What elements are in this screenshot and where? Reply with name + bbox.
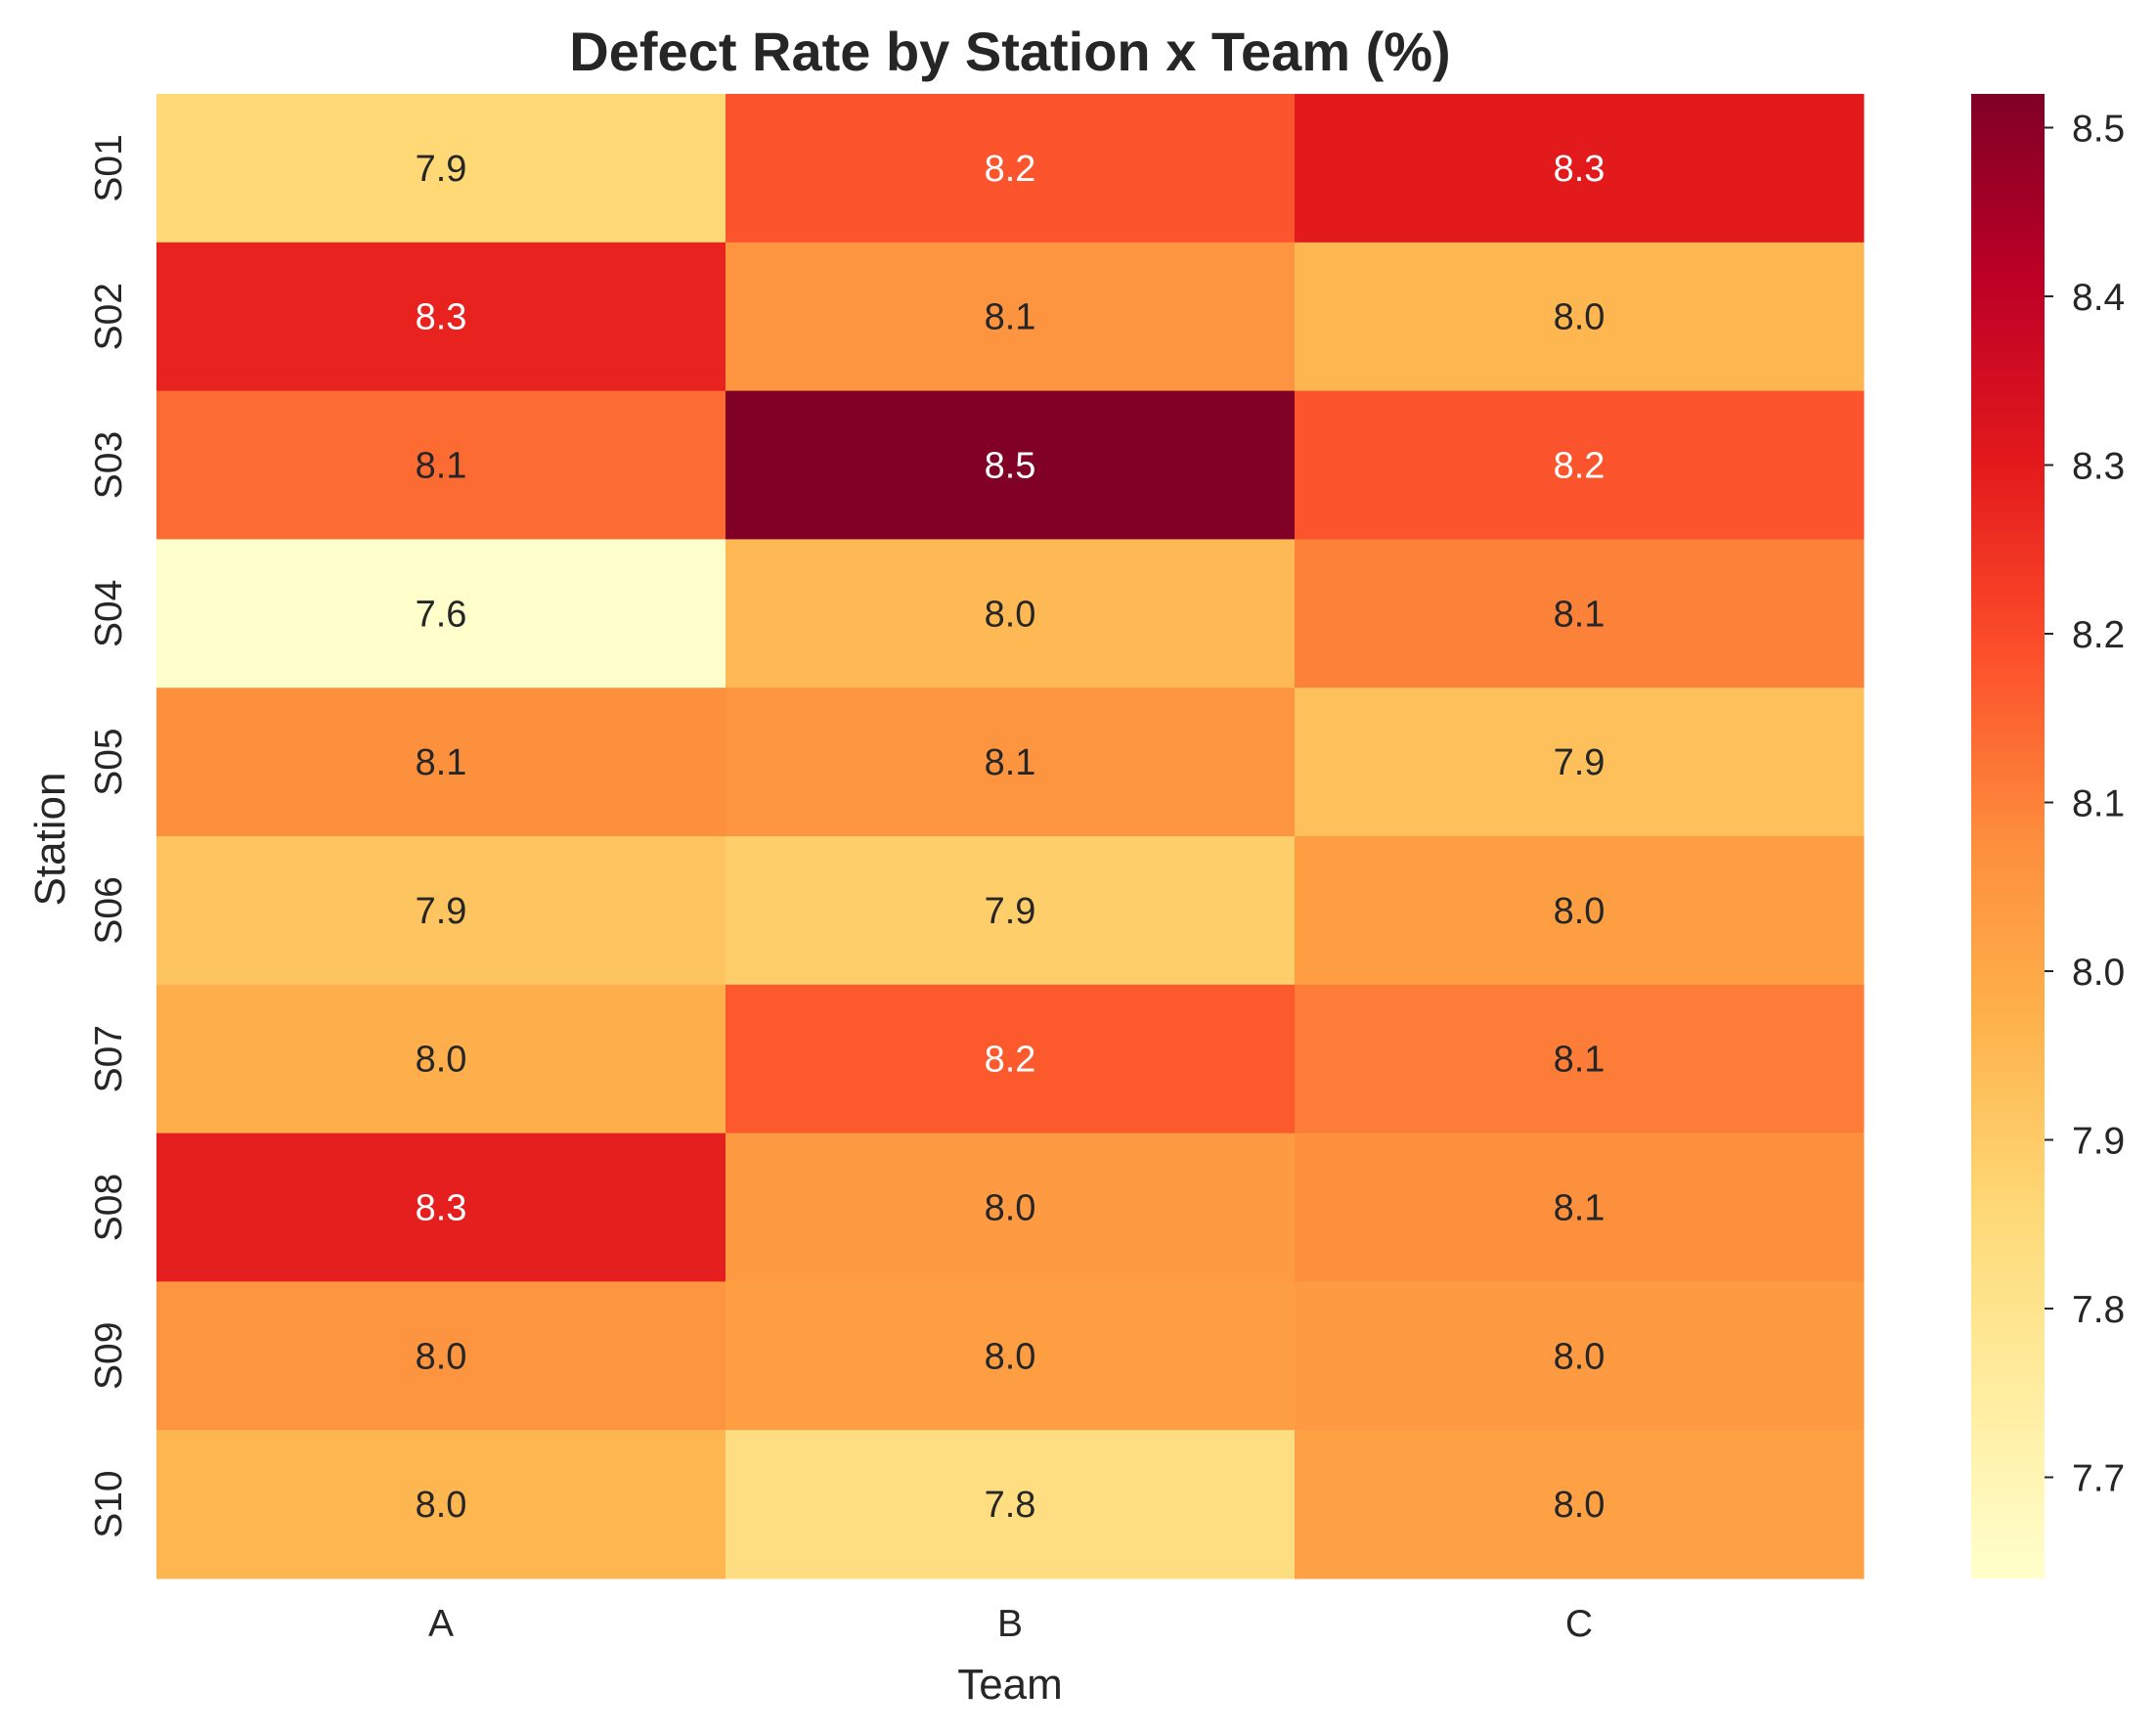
cell-value-label: 7.9	[416, 891, 467, 932]
cell-value-label: 7.8	[985, 1485, 1036, 1526]
x-tick-label: B	[997, 1603, 1023, 1645]
cell-value-label: 8.0	[416, 1336, 467, 1377]
colorbar-tick-label: 8.2	[2072, 614, 2125, 656]
colorbar-tick-label: 8.1	[2072, 783, 2125, 825]
x-tick-label: C	[1565, 1603, 1593, 1645]
cell-value-label: 8.0	[1554, 1336, 1606, 1377]
cell-value-label: 8.0	[1554, 297, 1606, 338]
heatmap-cell-s04-a	[156, 539, 726, 689]
cell-value-label: 8.3	[416, 297, 467, 338]
x-tick-label: A	[428, 1603, 454, 1645]
cell-value-label: 8.2	[985, 149, 1036, 190]
heatmap-cell-s08-a	[156, 1133, 726, 1282]
heatmap-cell-s10-c	[1295, 1430, 1865, 1579]
colorbar-tick-label: 7.8	[2072, 1289, 2125, 1331]
x-axis-ticks: A B C	[428, 1603, 1593, 1645]
colorbar-tick-label: 7.7	[2072, 1458, 2125, 1500]
cell-value-label: 8.2	[1554, 446, 1606, 487]
heatmap-cell-s10-b	[726, 1430, 1296, 1579]
cell-value-label: 7.9	[1554, 742, 1606, 783]
cell-value-label: 8.0	[985, 1188, 1036, 1229]
heatmap-cell-s07-b	[726, 984, 1296, 1134]
cell-value-label: 8.0	[1554, 891, 1606, 932]
cell-value-label: 8.0	[416, 1485, 467, 1526]
y-axis-label: Station	[26, 773, 74, 907]
heatmap-cell-s01-b	[726, 94, 1296, 244]
y-tick-label: S05	[88, 728, 130, 795]
heatmap-cell-s03-c	[1295, 390, 1865, 540]
cell-value-label: 8.0	[985, 1336, 1036, 1377]
colorbar-tick-label: 8.3	[2072, 446, 2125, 488]
heatmap-cell-s01-c	[1295, 94, 1865, 244]
heatmap-cell-s02-c	[1295, 242, 1865, 392]
y-tick-label: S02	[88, 283, 130, 350]
x-axis-label: Team	[957, 1661, 1063, 1709]
colorbar-ticks: 7.7 7.8 7.9 8.0 8.1 8.2 8.3 8.4 8.5	[2045, 109, 2125, 1500]
heatmap-cell-s02-a	[156, 242, 726, 392]
heatmap-cell-s04-c	[1295, 539, 1865, 689]
y-tick-label: S01	[88, 134, 130, 201]
heatmap-cell-s01-a	[156, 94, 726, 244]
cell-value-label: 8.0	[416, 1040, 467, 1081]
heatmap-cell-s08-b	[726, 1133, 1296, 1282]
colorbar-tick-label: 7.9	[2072, 1121, 2125, 1163]
heatmap-cell-labels: 7.9 8.2 8.3 8.3 8.1 8.0 8.1 8.5 8.2 7.6 8.0 8.1 8.1 8…	[416, 149, 1606, 1526]
heatmap-cell-s02-b	[726, 242, 1296, 392]
y-tick-label: S08	[88, 1174, 130, 1241]
heatmap-cell-s09-a	[156, 1281, 726, 1431]
colorbar-tick-label: 8.5	[2072, 109, 2125, 151]
y-tick-label: S07	[88, 1025, 130, 1092]
heatmap-cell-s07-c	[1295, 984, 1865, 1134]
cell-value-label: 7.6	[416, 594, 467, 635]
cell-value-label: 7.9	[416, 149, 467, 190]
cell-value-label: 8.0	[985, 594, 1036, 635]
y-tick-label: S09	[88, 1322, 130, 1390]
heatmap-cell-s03-b	[726, 390, 1296, 540]
cell-value-label: 8.1	[1554, 594, 1606, 635]
cell-value-label: 8.1	[1554, 1040, 1606, 1081]
cell-value-label: 8.1	[416, 742, 467, 783]
heatmap-cell-s07-a	[156, 984, 726, 1134]
heatmap-cell-s04-b	[726, 539, 1296, 689]
heatmap-cell-s05-c	[1295, 688, 1865, 837]
cell-value-label: 8.5	[985, 446, 1036, 487]
cell-value-label: 7.9	[985, 891, 1036, 932]
heatmap-cell-s05-b	[726, 688, 1296, 837]
heatmap-cell-s05-a	[156, 688, 726, 837]
colorbar-tick-label: 8.4	[2072, 277, 2125, 319]
heatmap-cell-s06-b	[726, 836, 1296, 986]
cell-value-label: 8.1	[416, 446, 467, 487]
heatmap-cell-s09-c	[1295, 1281, 1865, 1431]
heatmap-cells	[156, 94, 1865, 1579]
cell-value-label: 8.3	[416, 1188, 467, 1229]
heatmap-cell-s03-a	[156, 390, 726, 540]
cell-value-label: 8.0	[1554, 1485, 1606, 1526]
chart-title: Defect Rate by Station x Team (%)	[569, 21, 1450, 82]
heatmap-cell-s06-c	[1295, 836, 1865, 986]
heatmap-cell-s09-b	[726, 1281, 1296, 1431]
heatmap-cell-s10-a	[156, 1430, 726, 1579]
cell-value-label: 8.1	[985, 742, 1036, 783]
y-tick-label: S04	[88, 580, 130, 647]
y-tick-label: S06	[88, 876, 130, 944]
y-tick-label: S10	[88, 1470, 130, 1537]
cell-value-label: 8.3	[1554, 149, 1606, 190]
cell-value-label: 8.2	[985, 1040, 1036, 1081]
cell-value-label: 8.1	[1554, 1188, 1606, 1229]
heatmap-cell-s06-a	[156, 836, 726, 986]
cell-value-label: 8.1	[985, 297, 1036, 338]
heatmap-cell-s08-c	[1295, 1133, 1865, 1282]
colorbar	[1971, 94, 2045, 1578]
y-axis-ticks: S01 S02 S03 S04 S05 S06 S07 S08 S09 S10	[88, 134, 130, 1538]
y-tick-label: S03	[88, 431, 130, 499]
colorbar-tick-label: 8.0	[2072, 952, 2125, 994]
